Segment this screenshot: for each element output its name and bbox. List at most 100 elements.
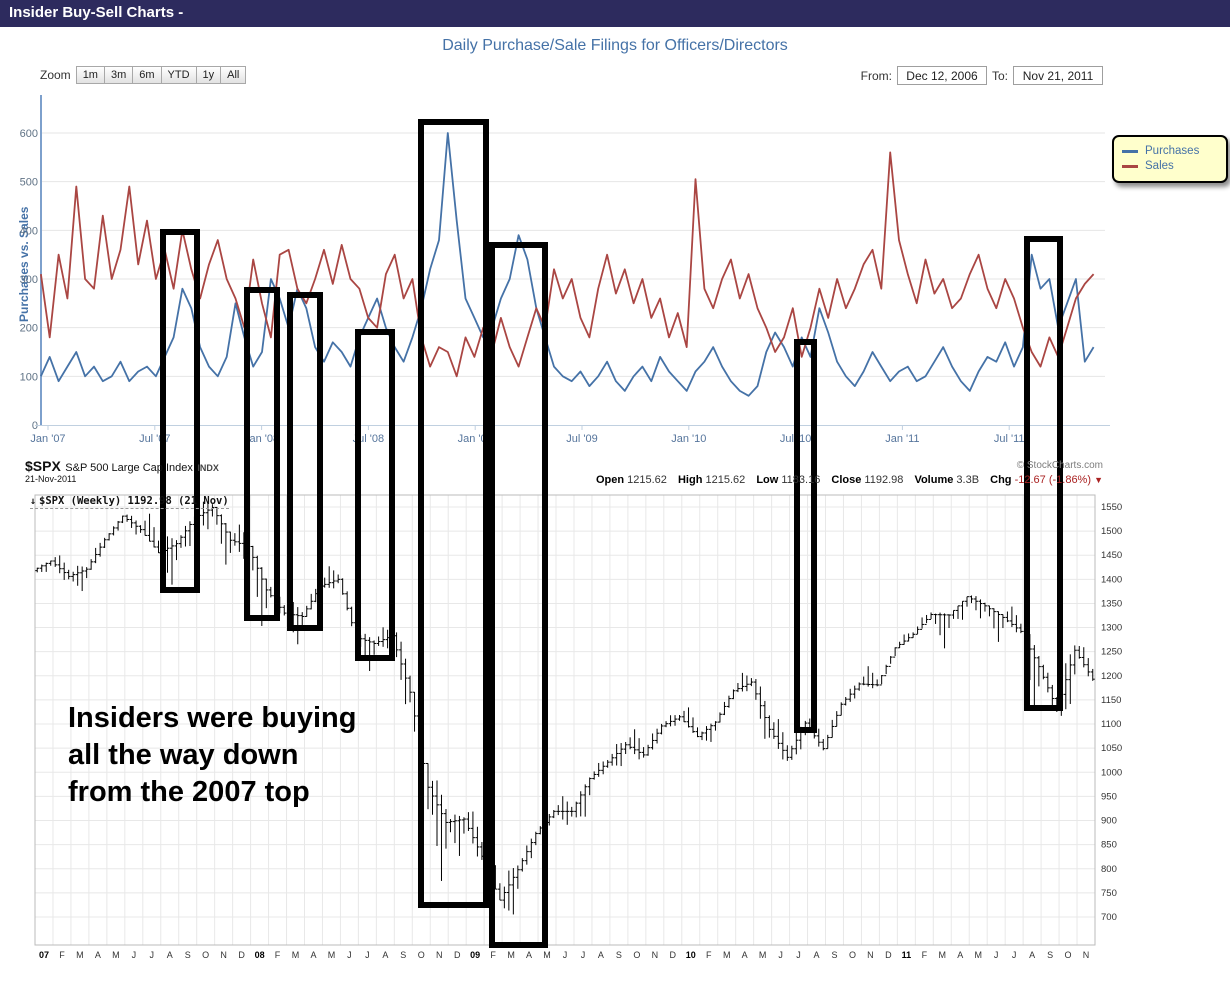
purchases-series-line[interactable] <box>40 132 1095 397</box>
from-date-input[interactable] <box>896 66 987 85</box>
spx-month-label: J <box>778 950 783 960</box>
spx-month-label: A <box>598 950 604 960</box>
spx-month-label: M <box>723 950 731 960</box>
spx-month-label: M <box>543 950 551 960</box>
spx-month-label: M <box>759 950 767 960</box>
to-date-input[interactable] <box>1013 66 1103 85</box>
zoom-button-ytd[interactable]: YTD <box>160 66 197 84</box>
annotation-rectangle <box>1024 236 1063 711</box>
x-tick-label: Jul '09 <box>566 433 597 445</box>
annotation-rectangle <box>489 242 548 948</box>
spx-price-label: 1300 <box>1101 623 1122 634</box>
annotation-rectangle <box>244 287 280 621</box>
spx-month-label: S <box>831 950 837 960</box>
spx-month-label: S <box>400 950 406 960</box>
annotation-note-line1: Insiders were buying <box>68 702 357 734</box>
y-tick-label: 600 <box>20 128 38 140</box>
y-tick-label: 300 <box>20 274 38 286</box>
x-tick-label: Jan '10 <box>671 433 706 445</box>
legend-label-purchases: Purchases <box>1145 145 1200 157</box>
annotation-rectangle <box>160 229 200 593</box>
spx-price-label: 750 <box>1101 888 1117 899</box>
spx-month-label: A <box>167 950 173 960</box>
spx-month-label: O <box>418 950 425 960</box>
from-label: From: <box>860 68 892 83</box>
spx-inner-label-text: $SPX (Weekly) 1192.98 (21 Nov) <box>39 495 229 507</box>
spx-price-label: 1050 <box>1101 743 1122 754</box>
spx-month-label: N <box>436 950 443 960</box>
spx-price-label: 700 <box>1101 912 1117 923</box>
y-tick-label: 500 <box>20 177 38 189</box>
spx-price-label: 1450 <box>1101 550 1122 561</box>
spx-inner-label[interactable]: ↓ $SPX (Weekly) 1192.98 (21 Nov) <box>30 495 229 509</box>
sales-line-swatch <box>1122 164 1138 168</box>
spx-month-label: N <box>220 950 227 960</box>
spx-price-label: 1350 <box>1101 598 1122 609</box>
spx-month-label: F <box>59 950 65 960</box>
x-tick-label: Jan '08 <box>244 433 279 445</box>
y-tick-label: 400 <box>20 225 38 237</box>
chart-legend: Purchases Sales <box>1112 135 1228 183</box>
spx-price-label: 1150 <box>1101 695 1121 706</box>
chart-title: Daily Purchase/Sale Filings for Officers… <box>442 37 788 54</box>
spx-month-label: S <box>185 950 191 960</box>
spx-date: 21-Nov-2011 <box>25 474 77 484</box>
high-value: 1215.62 <box>705 474 746 486</box>
annotation-note: Insiders were buying all the way down fr… <box>68 700 356 811</box>
zoom-button-6m[interactable]: 6m <box>132 66 162 84</box>
annotation-rectangle <box>355 329 395 661</box>
stockcharts-watermark: © StockCharts.com <box>1016 460 1103 471</box>
spx-price-label: 1400 <box>1101 574 1122 585</box>
spx-month-label: O <box>202 950 209 960</box>
spx-month-label: J <box>796 950 801 960</box>
spx-month-label: 08 <box>255 950 265 960</box>
spx-price-label: 1250 <box>1101 647 1122 658</box>
close-label: Close <box>831 474 862 486</box>
spx-header: $SPX S&P 500 Large Cap Index INDX <box>25 458 219 476</box>
spx-month-label: S <box>1047 950 1053 960</box>
volume-value: 3.3B <box>956 474 980 486</box>
y-tick-label: 0 <box>32 420 38 432</box>
spx-month-label: D <box>670 950 677 960</box>
annotation-rectangle <box>287 292 323 631</box>
zoom-button-all[interactable]: All <box>220 66 247 84</box>
spx-exchange: INDX <box>197 463 219 473</box>
legend-item-sales[interactable]: Sales <box>1122 160 1218 172</box>
spx-month-label: N <box>867 950 874 960</box>
spx-month-label: F <box>706 950 712 960</box>
spx-month-label: A <box>814 950 820 960</box>
zoom-label: Zoom <box>40 68 71 82</box>
spx-month-label: S <box>616 950 622 960</box>
spx-month-label: O <box>633 950 640 960</box>
spx-price-label: 1500 <box>1101 526 1122 537</box>
spx-month-label: F <box>490 950 496 960</box>
spx-month-label: 07 <box>39 950 49 960</box>
spx-month-label: J <box>150 950 155 960</box>
spx-month-label: A <box>310 950 316 960</box>
spx-name: S&P 500 Large Cap Index <box>65 462 193 474</box>
spx-month-label: M <box>292 950 300 960</box>
spx-month-label: M <box>112 950 120 960</box>
spx-month-label: D <box>238 950 245 960</box>
window-title: Insider Buy-Sell Charts - <box>9 4 184 21</box>
spx-month-label: F <box>922 950 928 960</box>
spx-symbol: $SPX <box>25 458 61 474</box>
window-title-bar: Insider Buy-Sell Charts - <box>0 0 1230 27</box>
spx-month-label: N <box>1083 950 1090 960</box>
high-label: High <box>677 474 703 486</box>
spx-month-label: M <box>76 950 84 960</box>
spx-price-label: 850 <box>1101 840 1117 851</box>
spx-month-label: J <box>365 950 370 960</box>
spx-price-label: 900 <box>1101 816 1117 827</box>
spx-month-label: A <box>526 950 532 960</box>
spx-plot-border <box>34 494 1096 946</box>
spx-month-label: M <box>974 950 982 960</box>
spx-month-label: J <box>347 950 352 960</box>
legend-item-purchases[interactable]: Purchases <box>1122 145 1218 157</box>
date-range-toolbar: From: To: <box>861 66 1103 85</box>
y-tick-label: 200 <box>20 323 38 335</box>
sales-series-line[interactable] <box>40 151 1095 378</box>
spx-month-label: J <box>1012 950 1017 960</box>
spx-month-label: 11 <box>902 950 912 960</box>
